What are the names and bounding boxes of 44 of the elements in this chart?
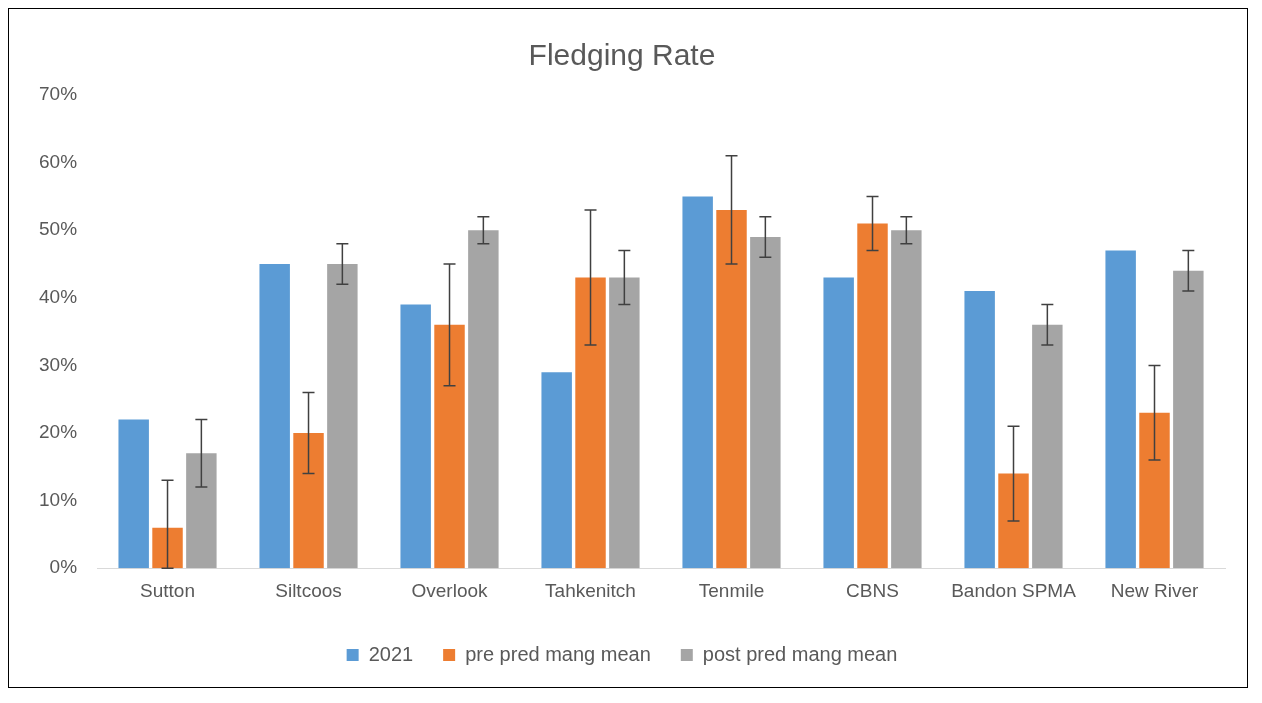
bar [891, 230, 922, 569]
bar [118, 419, 149, 569]
bar [823, 277, 854, 569]
bar [716, 209, 747, 569]
x-tick-label: Sutton [140, 579, 195, 601]
legend-label: 2021 [368, 642, 414, 665]
bar [400, 304, 431, 569]
bar [1139, 412, 1170, 569]
bar [327, 264, 358, 569]
x-tick-label: CBNS [846, 579, 899, 601]
bar [1105, 250, 1136, 569]
bar [186, 453, 217, 569]
bar [434, 324, 465, 569]
bar [1173, 270, 1204, 569]
bar [468, 230, 499, 569]
bar [541, 372, 572, 569]
y-tick-label: 30% [39, 353, 78, 375]
bar [152, 527, 183, 569]
bar [293, 433, 324, 569]
y-tick-label: 0% [49, 556, 78, 578]
y-tick-label: 20% [39, 421, 78, 443]
legend-label: pre pred mang mean [465, 642, 651, 665]
y-tick-label: 70% [39, 83, 78, 105]
bar [682, 196, 713, 569]
bar [1032, 324, 1063, 569]
y-tick-label: 60% [39, 150, 78, 172]
x-tick-label: Tahkenitch [545, 579, 636, 601]
y-tick-label: 10% [39, 488, 78, 510]
legend-label: post pred mang mean [702, 642, 898, 665]
bar [857, 223, 888, 569]
bar [575, 277, 606, 569]
bar [259, 264, 290, 569]
x-tick-label: New River [1110, 579, 1199, 601]
x-tick-label: Tenmile [698, 579, 765, 601]
x-tick-label: Siltcoos [275, 579, 342, 601]
chart-title: Fledging Rate [528, 38, 716, 72]
bar [998, 473, 1029, 569]
bar [750, 236, 781, 569]
bar [609, 277, 640, 569]
y-tick-label: 40% [39, 286, 78, 308]
x-tick-label: Overlook [411, 579, 489, 601]
x-tick-label: Bandon SPMA [951, 579, 1077, 601]
bar [964, 291, 995, 569]
y-tick-label: 50% [39, 218, 78, 240]
